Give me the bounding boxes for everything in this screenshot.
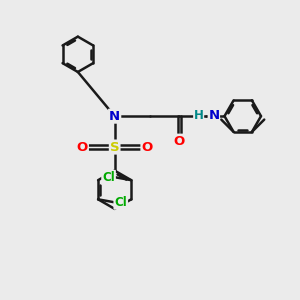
Text: Cl: Cl [102,171,115,184]
Text: O: O [77,141,88,154]
Text: H: H [194,109,204,122]
Text: N: N [109,110,120,123]
Text: N: N [208,109,219,122]
Text: Cl: Cl [114,196,127,209]
Text: O: O [141,141,153,154]
Text: O: O [174,135,185,148]
Text: S: S [110,141,119,154]
